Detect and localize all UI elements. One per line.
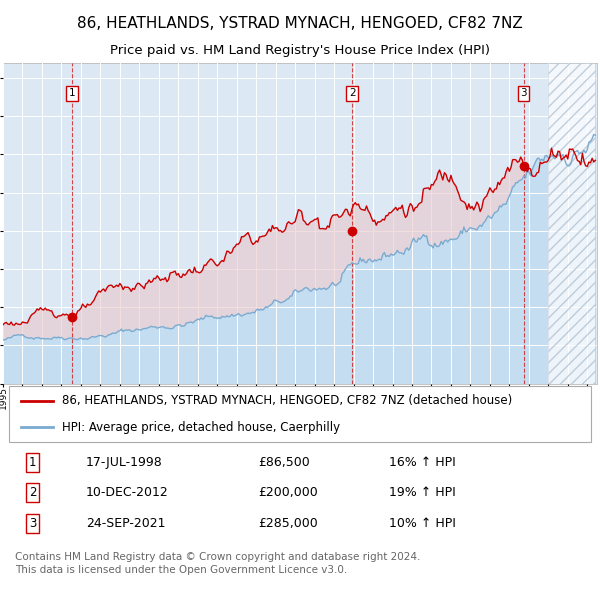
Text: 10% ↑ HPI: 10% ↑ HPI [389, 517, 456, 530]
Text: 3: 3 [520, 88, 527, 98]
Text: HPI: Average price, detached house, Caerphilly: HPI: Average price, detached house, Caer… [62, 421, 341, 434]
Text: 3: 3 [29, 517, 37, 530]
Text: Price paid vs. HM Land Registry's House Price Index (HPI): Price paid vs. HM Land Registry's House … [110, 44, 490, 57]
Text: 1: 1 [29, 456, 37, 469]
Text: 86, HEATHLANDS, YSTRAD MYNACH, HENGOED, CF82 7NZ: 86, HEATHLANDS, YSTRAD MYNACH, HENGOED, … [77, 17, 523, 31]
Text: £285,000: £285,000 [259, 517, 318, 530]
Text: 2: 2 [349, 88, 356, 98]
Text: 10-DEC-2012: 10-DEC-2012 [86, 486, 169, 499]
FancyBboxPatch shape [9, 386, 591, 442]
Text: 17-JUL-1998: 17-JUL-1998 [86, 456, 163, 469]
Text: 19% ↑ HPI: 19% ↑ HPI [389, 486, 456, 499]
Text: 86, HEATHLANDS, YSTRAD MYNACH, HENGOED, CF82 7NZ (detached house): 86, HEATHLANDS, YSTRAD MYNACH, HENGOED, … [62, 394, 512, 407]
Text: 2: 2 [29, 486, 37, 499]
Text: 16% ↑ HPI: 16% ↑ HPI [389, 456, 456, 469]
Text: £200,000: £200,000 [259, 486, 318, 499]
Text: 1: 1 [68, 88, 75, 98]
Text: £86,500: £86,500 [259, 456, 310, 469]
Text: 24-SEP-2021: 24-SEP-2021 [86, 517, 166, 530]
Text: Contains HM Land Registry data © Crown copyright and database right 2024.
This d: Contains HM Land Registry data © Crown c… [15, 552, 420, 575]
